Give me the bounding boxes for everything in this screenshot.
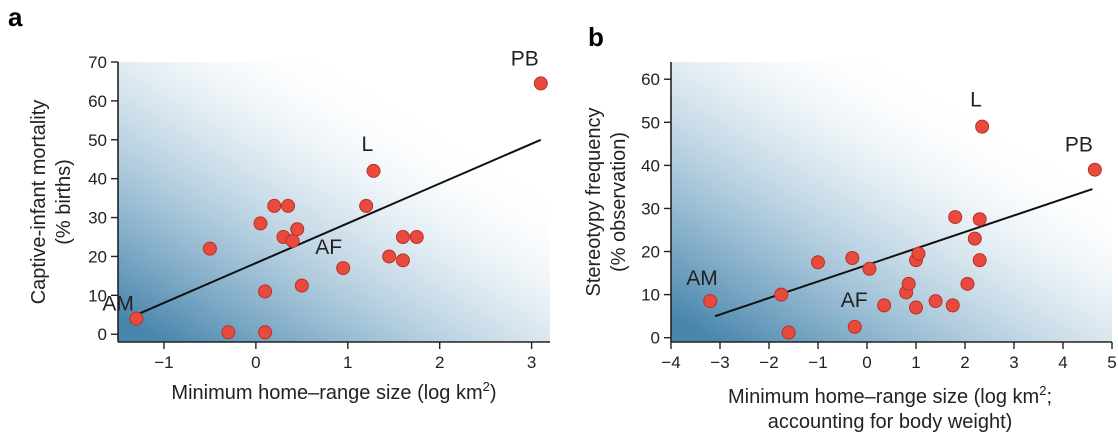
panel-b-data-point [909,300,923,315]
panel-b-x-tick-label: −4 [661,353,680,372]
panel-a-data-point [285,233,300,248]
panel-b-y-tick-label: 0 [651,329,660,348]
panel-a-data-point [253,216,268,231]
panel-a-y-tick-label: 40 [88,170,107,189]
panel-a-annotation-l: L [362,133,374,156]
panel-b-y-tick-label: 10 [641,286,660,305]
panel-b-data-point [811,255,825,270]
panel-a-data-point [290,222,305,237]
panel-a-data-point [129,311,144,326]
panel-a-data-point [221,325,236,340]
panel-a-shading [118,62,550,342]
panel-a-x-tick-label: −1 [154,353,173,372]
panel-b-y-axis-title-line2: (% observation) [608,132,630,272]
panel-a-y-axis-title-line2: (% births) [53,159,75,245]
panel-b-data-point [948,210,963,225]
panel-a-data-point [409,230,424,244]
panel-a-data-point [281,198,296,213]
panel-b-x-axis-title-line2: accounting for body weight) [768,411,1013,433]
panel-a-y-tick-label: 20 [88,247,107,266]
panel-b-data-point [901,276,916,291]
panel-b-data-point [877,298,892,313]
panel-b-x-tick-label: 0 [862,353,871,372]
panel-b-y-tick-label: 40 [641,156,660,175]
panel-a-data-point [395,230,410,244]
panel-b-y-tick-label: 20 [641,243,660,262]
panel-a-data-point [366,163,381,178]
panel-b-data-point [1087,162,1102,177]
panel-a-data-point [202,241,217,256]
panel-b-y-tick-label: 60 [641,70,660,89]
panel-a-data-point [267,198,282,213]
panel-b-data-point [862,261,877,276]
panel-b-label: b [588,22,604,52]
panel-b-annotations: AM AF L PB [686,89,1093,312]
panel-b-x-tick-label: 5 [1107,353,1116,372]
panel-a-y-axis-title-line1: Captive-infant mortality [28,100,50,305]
panel-b-data-point [928,294,943,309]
panel-a-trend-group [135,138,542,316]
panel-a-x-tick-label: 3 [527,353,536,372]
panel-a-annotations: AM AF L PB [102,47,538,315]
panel-a-data-point [382,249,397,264]
panel-b-x-tick-label: 3 [1009,353,1018,372]
panel-b-data-point [847,319,862,334]
panel-a-annotation-pb: PB [511,47,539,70]
panel-a-y-tick-label: 60 [88,92,107,111]
panel-a-x-tick-label: 2 [435,353,444,372]
panel-a-data-point [336,261,351,276]
panel-b-x-tick-label: 4 [1058,353,1067,372]
panel-a-x-tick-label: 0 [251,353,260,372]
panel-a-label: a [8,2,23,32]
panel-b-annotation-am: AM [686,267,718,290]
panel-b-y-tick-label: 50 [641,113,660,132]
panel-a-annotation-af: AF [315,236,342,259]
panel-b-data-point [945,298,960,313]
panel-a-annotation-am: AM [102,293,134,316]
panel-a-y-tick-label: 70 [88,53,107,72]
panel-b-y-axis-title-line1: Stereotypy frequency [583,108,605,297]
panel-b-x-tick-label: 2 [960,353,969,372]
panel-a-trend-line [135,138,542,316]
panel-a-data-point [359,198,374,213]
panel-b-data-point [911,246,926,261]
panel-a-points [129,76,548,340]
panel-b-data-point [703,294,718,309]
panel-b-x-tick-label: 1 [911,353,920,372]
panel-a-x-tick-label: 1 [343,353,352,372]
panel-b-shading [671,62,1112,342]
panel-a-x-axis-title: Minimum home–range size (log km2) [171,379,496,404]
panel-a-y-tick-label: 0 [98,325,107,344]
panel-b-x-tick-label: −3 [710,353,729,372]
panel-b-data-point [967,231,982,246]
panel-a-data-point [294,278,309,293]
panel-b-annotation-l: L [970,89,982,112]
panel-b-data-point [845,251,860,265]
panel-b-data-point [975,119,990,134]
panel-b-data-point [972,253,987,268]
panel-b-data-point [774,287,789,302]
panel-b-data-point [781,325,796,340]
panel-b-points [703,119,1102,340]
panel-a-y-tick-label: 30 [88,209,107,228]
panel-b-annotation-af: AF [841,289,868,312]
panel-b-data-point [972,212,987,227]
panel-b-x-tick-label: −2 [759,353,778,372]
panel-a-data-point [533,76,548,91]
panel-a-y-tick-label: 10 [88,286,107,305]
panel-b-data-point [960,276,975,291]
panel-a-data-point [258,284,273,299]
panel-a-data-point [395,253,410,268]
panel-b-x-axis-title-line1: Minimum home–range size (log km2; [728,383,1052,408]
panel-b-y-tick-label: 30 [641,199,660,218]
panel-b-x-tick-label: −1 [808,353,827,372]
panel-a-data-point [258,325,273,340]
panel-a-y-tick-label: 50 [88,131,107,150]
panel-b-annotation-pb: PB [1065,134,1093,157]
